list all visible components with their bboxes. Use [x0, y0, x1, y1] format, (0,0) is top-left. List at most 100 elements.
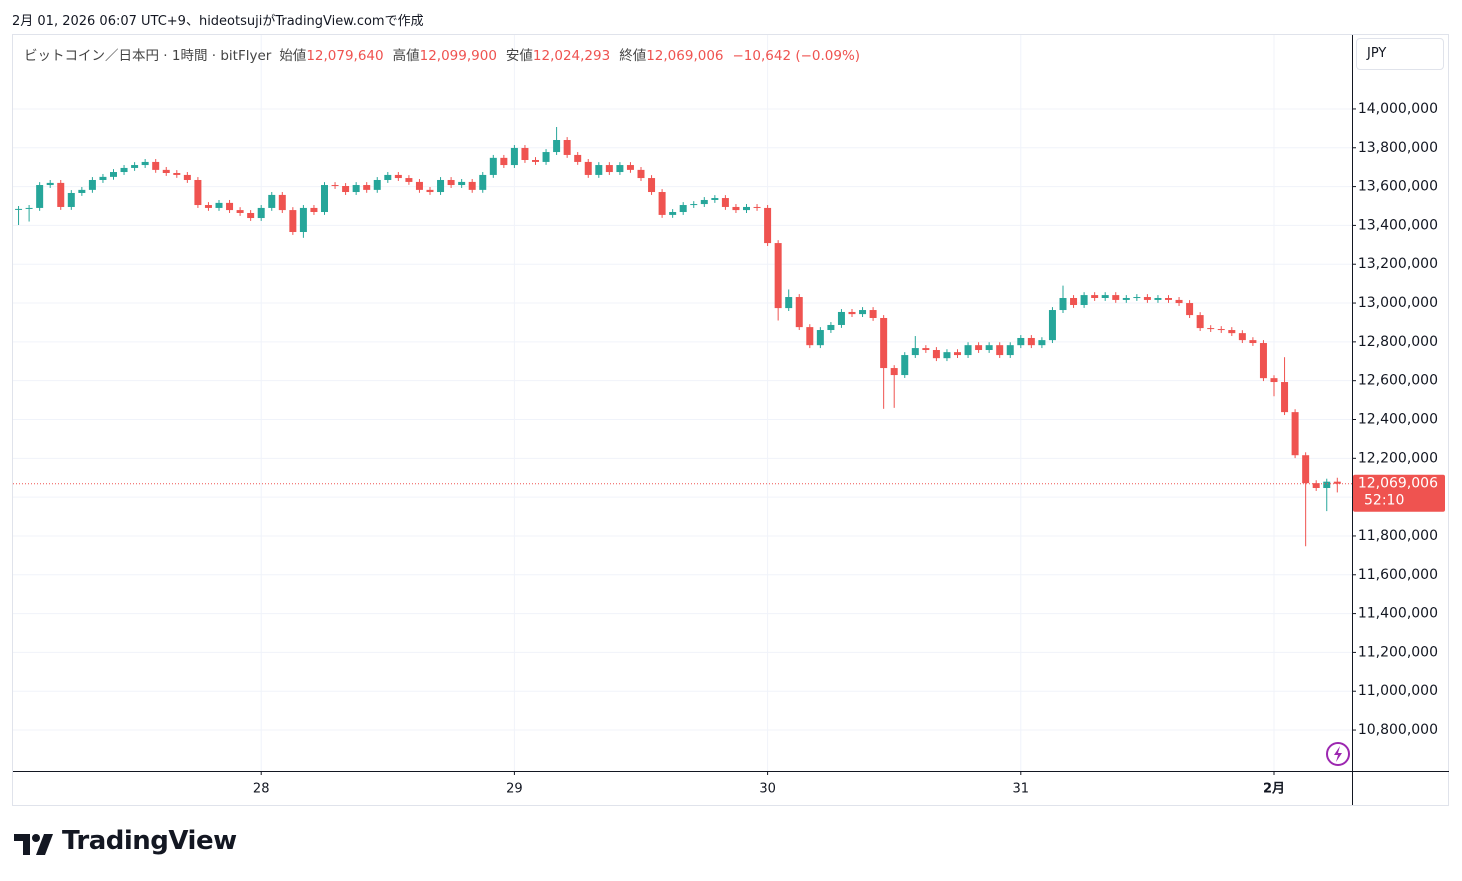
legend-value: 12,024,293: [532, 48, 611, 64]
candle-body: [637, 169, 645, 179]
currency-button[interactable]: JPY: [1356, 38, 1444, 70]
candle-body: [1143, 297, 1151, 300]
candle-body: [985, 345, 993, 351]
candle-body: [1249, 340, 1257, 344]
candle-body: [194, 179, 202, 206]
candle-body: [764, 207, 772, 244]
y-tick-label: 11,800,000: [1358, 528, 1438, 544]
y-tick-label: 13,000,000: [1358, 295, 1438, 311]
candle-body: [648, 178, 656, 193]
candle-body: [458, 181, 466, 186]
candle-body: [173, 173, 181, 175]
candle-body: [774, 243, 782, 309]
candle-body: [584, 161, 592, 175]
candle-body: [373, 179, 381, 190]
candle-body: [1154, 297, 1162, 300]
candle-body: [785, 297, 793, 309]
candle-body: [110, 172, 117, 177]
candle-body: [36, 185, 44, 208]
candle-body: [141, 161, 149, 166]
candle-body: [932, 350, 940, 359]
candle-body: [1228, 330, 1236, 334]
x-tick-label: 29: [506, 782, 523, 797]
y-tick-label: 12,600,000: [1358, 373, 1438, 389]
candle-body: [183, 174, 191, 180]
ohlc-values: 始値12,079,640 高値12,099,900 安値12,024,293 終値12…: [279, 48, 732, 64]
candle-body: [1080, 295, 1088, 305]
candle-body: [1333, 481, 1341, 484]
candle-body: [1175, 299, 1183, 304]
candle-body: [669, 212, 677, 215]
change-text: −10,642 (−0.09%): [732, 48, 861, 64]
candle-body: [1238, 333, 1246, 341]
candle-body: [1291, 412, 1299, 456]
candle-body: [1048, 310, 1056, 341]
candle-body: [616, 165, 624, 173]
candle-body: [658, 192, 666, 215]
candle-body: [57, 182, 65, 207]
candle-body: [247, 212, 255, 219]
candle-body: [954, 352, 961, 356]
candle-body: [226, 202, 234, 211]
candle-body: [489, 157, 497, 175]
candle-body: [437, 179, 445, 193]
candle-body: [1186, 303, 1194, 316]
candle-body: [510, 147, 518, 166]
candle-body: [342, 186, 350, 193]
x-tick-label: 31: [1013, 782, 1030, 797]
lightning-icon[interactable]: [1326, 742, 1350, 766]
candle-body: [943, 352, 951, 359]
legend-label: 始値: [279, 48, 307, 64]
candle-body: [626, 165, 634, 170]
candle-body: [46, 182, 54, 186]
candle-body: [331, 185, 339, 187]
candle-body: [595, 165, 603, 175]
countdown-label: 52:10: [1364, 493, 1404, 509]
legend-value: 12,079,640: [306, 48, 384, 64]
candle-body: [215, 202, 223, 208]
grid: [13, 35, 1352, 771]
candle-body: [1122, 297, 1130, 300]
y-tick-label: 11,200,000: [1358, 644, 1438, 660]
candle-body: [268, 194, 276, 208]
x-tick-label: 2月: [1263, 782, 1285, 797]
candle-body: [816, 330, 824, 346]
candle-body: [753, 206, 761, 208]
candle-body: [605, 165, 613, 173]
candle-body: [1027, 337, 1035, 346]
x-tick-label: 30: [759, 782, 776, 797]
candle-body: [1281, 382, 1289, 413]
icon-bolt[interactable]: [1334, 746, 1342, 762]
candle-body: [848, 311, 856, 315]
logo-shape: [36, 834, 53, 855]
candle-body: [911, 348, 919, 356]
last-price-label: 12,069,006: [1358, 476, 1438, 492]
candle-body: [574, 154, 582, 162]
candle-body: [1270, 378, 1278, 383]
y-tick-label: 11,400,000: [1358, 606, 1438, 622]
candles: [13, 127, 1352, 547]
x-tick-label: 28: [253, 782, 270, 797]
y-tick-label: 13,200,000: [1358, 256, 1438, 272]
candle-body: [1101, 295, 1109, 298]
symbol-title: ビットコイン／日本円 · 1時間 · bitFlyer: [24, 48, 272, 64]
legend-label: 終値: [619, 48, 647, 64]
chart-frame: [12, 34, 1449, 806]
axes: 10,800,000 11,000,000 11,200,000 11,400,000…: [253, 101, 1445, 797]
candle-body: [67, 192, 75, 207]
legend-value: 12,069,006: [646, 48, 724, 64]
candle-body: [415, 181, 423, 190]
candle-body: [563, 140, 571, 155]
y-tick-label: 11,600,000: [1358, 567, 1438, 583]
candle-body: [1006, 345, 1014, 356]
candle-body: [1017, 337, 1025, 346]
last-price-box: [1353, 474, 1445, 512]
candle-body: [521, 147, 529, 160]
candle-body: [1259, 343, 1267, 379]
candle-body: [553, 140, 561, 153]
candle-body: [15, 208, 23, 210]
candle-body: [806, 327, 814, 346]
y-tick-label: 14,000,000: [1358, 101, 1438, 117]
y-tick-label: 12,800,000: [1358, 334, 1438, 350]
